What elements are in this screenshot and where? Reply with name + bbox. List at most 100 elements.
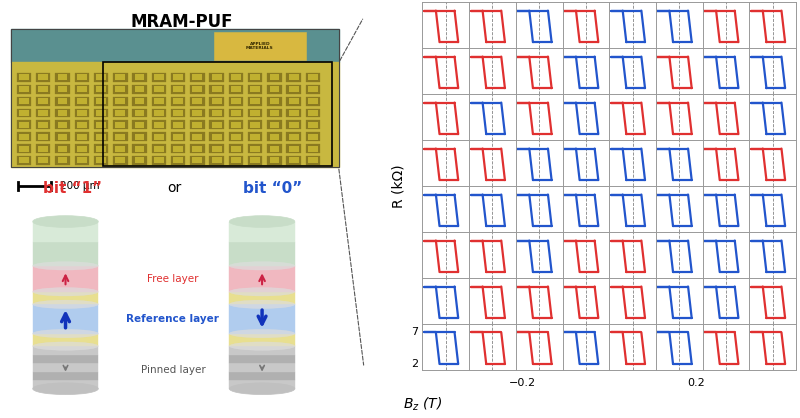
Bar — [36, 85, 50, 94]
Bar — [17, 120, 31, 129]
Bar — [230, 304, 295, 334]
Bar — [36, 120, 50, 129]
Bar — [230, 355, 295, 363]
Bar — [96, 110, 106, 116]
Bar — [115, 157, 125, 163]
Bar — [286, 85, 301, 94]
Bar — [267, 73, 282, 82]
Bar — [229, 85, 243, 94]
Bar — [193, 157, 202, 163]
Bar — [134, 157, 145, 163]
Bar — [132, 156, 146, 165]
Bar — [173, 134, 183, 140]
Bar — [231, 145, 241, 152]
Bar — [151, 97, 166, 106]
Bar — [286, 120, 301, 129]
Bar — [250, 122, 260, 128]
Bar — [38, 134, 48, 140]
Bar — [77, 157, 86, 163]
Bar — [190, 73, 205, 82]
Bar — [115, 74, 125, 81]
Bar — [154, 157, 164, 163]
Bar — [308, 122, 318, 128]
Bar — [173, 122, 183, 128]
Ellipse shape — [230, 288, 295, 296]
Bar — [11, 62, 338, 167]
Bar — [11, 29, 338, 167]
Bar — [286, 144, 301, 153]
Bar — [154, 74, 164, 81]
Bar — [248, 156, 262, 165]
Bar — [17, 97, 31, 106]
Bar — [96, 122, 106, 128]
Bar — [36, 97, 50, 106]
Bar — [38, 145, 48, 152]
Bar — [33, 266, 98, 292]
Text: 0.2: 0.2 — [687, 378, 706, 388]
Bar — [229, 132, 243, 141]
Bar — [19, 98, 29, 104]
Bar — [33, 242, 98, 266]
Bar — [58, 145, 67, 152]
Bar — [193, 145, 202, 152]
Bar — [286, 132, 301, 141]
Ellipse shape — [33, 262, 98, 270]
Bar — [250, 110, 260, 116]
Bar — [289, 98, 298, 104]
Bar — [132, 132, 146, 141]
Bar — [77, 110, 86, 116]
Bar — [17, 156, 31, 165]
Bar — [151, 85, 166, 94]
Bar — [212, 74, 222, 81]
Bar — [289, 145, 298, 152]
Ellipse shape — [230, 383, 295, 395]
Bar — [36, 144, 50, 153]
Bar — [55, 120, 70, 129]
Bar — [115, 98, 125, 104]
Bar — [230, 372, 295, 380]
Ellipse shape — [33, 300, 98, 308]
Bar — [134, 98, 145, 104]
Bar — [154, 145, 164, 152]
Bar — [19, 157, 29, 163]
Bar — [19, 74, 29, 81]
Ellipse shape — [230, 216, 295, 227]
Bar — [113, 120, 127, 129]
Bar — [212, 134, 222, 140]
Bar — [286, 97, 301, 106]
Bar — [33, 334, 98, 346]
Bar — [193, 134, 202, 140]
Bar — [193, 110, 202, 116]
Bar — [17, 144, 31, 153]
Text: MRAM-PUF: MRAM-PUF — [130, 13, 234, 31]
Bar — [171, 85, 186, 94]
Bar — [17, 109, 31, 117]
Bar — [33, 346, 98, 355]
Bar — [94, 156, 108, 165]
Bar — [267, 120, 282, 129]
Bar — [134, 145, 145, 152]
Bar — [248, 144, 262, 153]
Bar — [248, 85, 262, 94]
Bar — [286, 156, 301, 165]
Bar — [58, 134, 67, 140]
Ellipse shape — [230, 342, 295, 350]
Bar — [210, 144, 224, 153]
Bar — [267, 144, 282, 153]
Bar — [171, 109, 186, 117]
Bar — [214, 32, 306, 60]
Bar — [17, 85, 31, 94]
Bar — [151, 109, 166, 117]
Bar — [306, 144, 320, 153]
Bar — [248, 109, 262, 117]
Bar — [230, 292, 295, 304]
Bar — [94, 120, 108, 129]
Bar — [270, 134, 279, 140]
Bar — [210, 97, 224, 106]
Bar — [113, 109, 127, 117]
Bar — [33, 304, 98, 334]
Bar — [96, 145, 106, 152]
Bar — [151, 120, 166, 129]
Bar — [17, 132, 31, 141]
Bar — [113, 85, 127, 94]
